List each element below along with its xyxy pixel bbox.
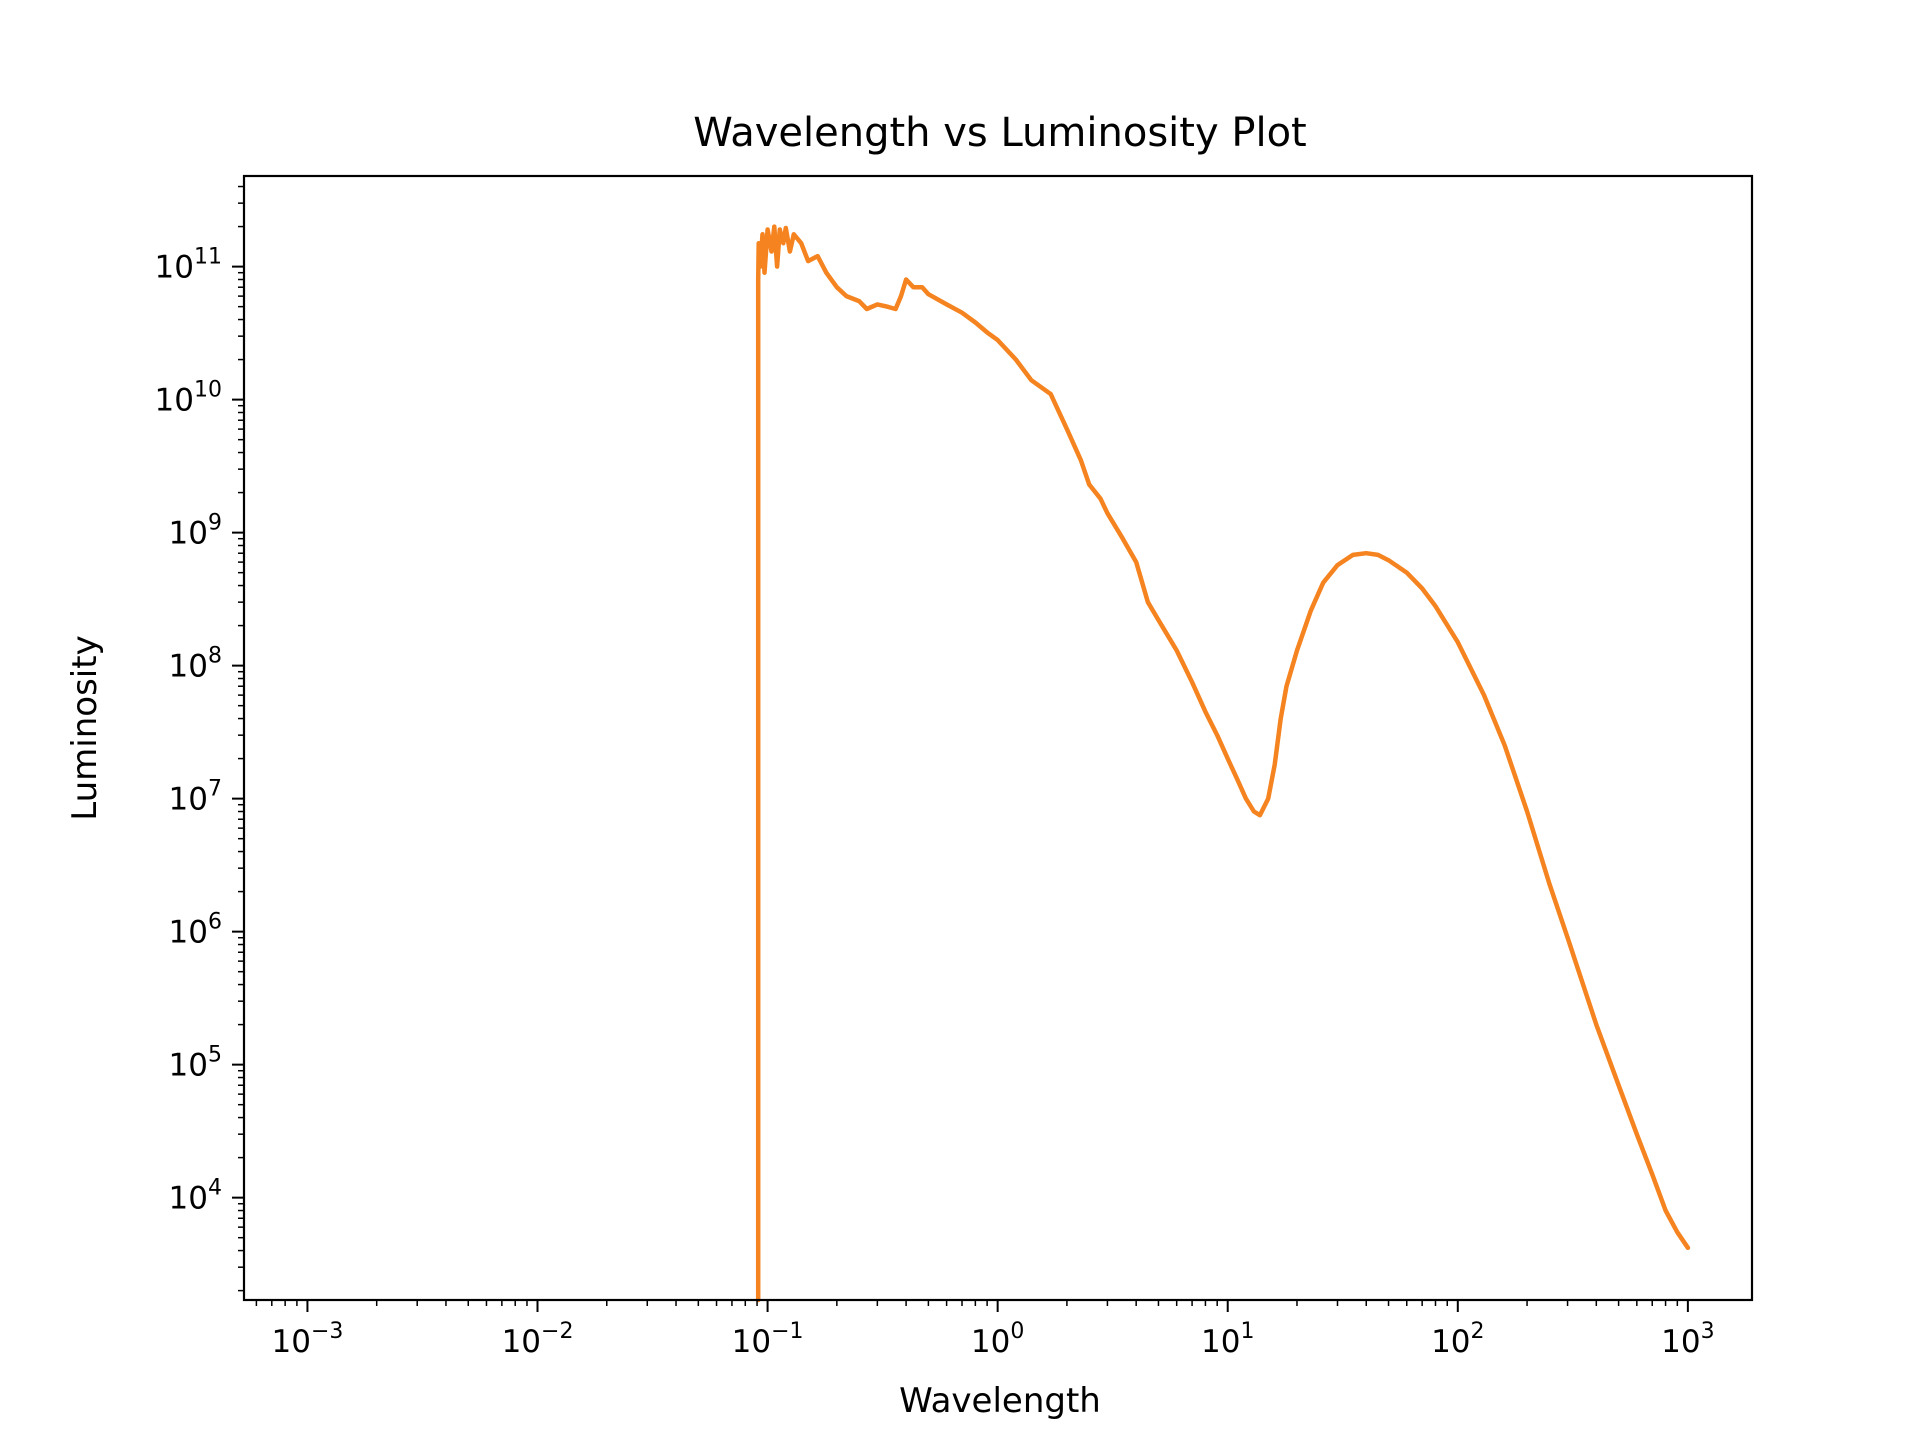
chart-title: Wavelength vs Luminosity Plot	[693, 110, 1306, 156]
y-tick-label: 1011	[155, 245, 222, 286]
x-tick-label: 10−3	[271, 1319, 343, 1360]
y-tick-label: 108	[169, 644, 222, 685]
plot-area	[755, 224, 1691, 1303]
x-tick-label: 102	[1431, 1319, 1484, 1360]
y-tick-label: 106	[169, 910, 222, 951]
x-tick-label: 101	[1201, 1319, 1254, 1360]
y-tick-label: 1010	[155, 378, 222, 419]
y-tick-label: 105	[169, 1043, 222, 1084]
y-tick-label: 107	[169, 777, 222, 818]
x-tick-label: 103	[1661, 1319, 1714, 1360]
y-tick-label: 109	[169, 511, 222, 552]
y-tick-label: 104	[169, 1176, 222, 1217]
x-tick-label: 10−2	[502, 1319, 574, 1360]
y-axis: 104 105 106 107 108 109 1010 1011	[155, 185, 244, 1292]
x-axis: 10−3 10−2 10−1 100 101 102 103	[255, 1300, 1715, 1360]
series-line	[755, 224, 1691, 1303]
x-tick-label: 10−1	[732, 1319, 804, 1360]
x-tick-label: 100	[971, 1319, 1024, 1360]
axes-frame	[242, 174, 1754, 1302]
x-axis-label: Wavelength	[899, 1381, 1101, 1421]
y-axis-label: Luminosity	[65, 635, 105, 820]
